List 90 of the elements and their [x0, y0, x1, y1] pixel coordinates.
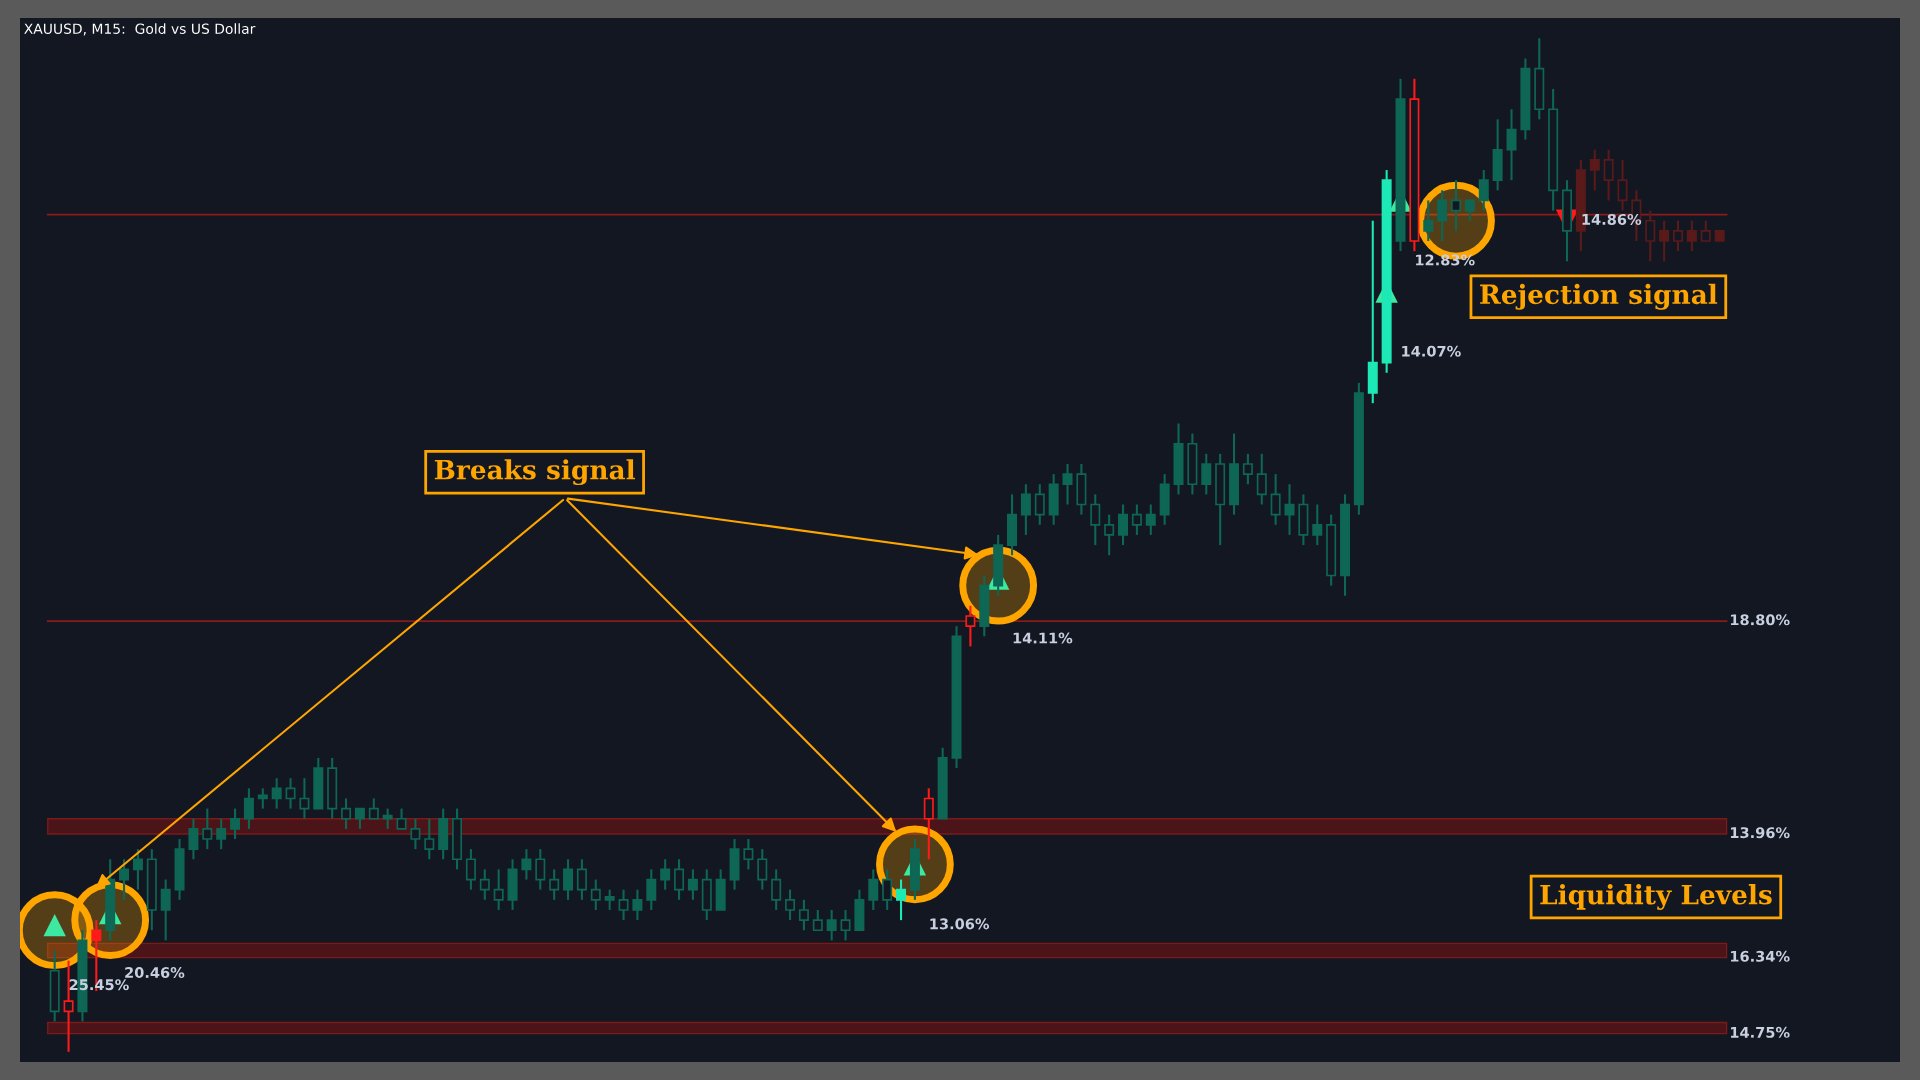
- candlestick: [382, 807, 393, 830]
- candlestick: [341, 797, 352, 830]
- candlestick: [1062, 462, 1073, 506]
- chart-title: XAUUSD, M15: Gold vs US Dollar: [24, 23, 256, 36]
- candlestick: [1589, 148, 1600, 192]
- candlestick: [1312, 503, 1323, 547]
- candlestick: [521, 848, 532, 881]
- annotation: Rejection signal: [1480, 283, 1718, 310]
- candlestick: [1118, 503, 1129, 547]
- candlestick: [757, 848, 768, 891]
- annotation: 14.86%: [1582, 213, 1642, 225]
- candlestick: [1645, 209, 1656, 263]
- candlestick: [882, 868, 893, 911]
- candlestick: [785, 888, 796, 922]
- candlestick: [160, 878, 171, 942]
- candlestick: [493, 868, 504, 911]
- candlestick: [1423, 199, 1434, 243]
- candlestick: [1478, 169, 1489, 212]
- candlestick: [1686, 219, 1697, 253]
- band-label: 13.96%: [1730, 827, 1790, 839]
- candlestick: [1284, 483, 1295, 536]
- candlestick: [646, 868, 657, 911]
- candlestick: [230, 807, 241, 841]
- candlestick: [743, 837, 754, 871]
- candlestick: [410, 817, 421, 851]
- candlestick: [479, 868, 490, 901]
- candlestick: [618, 888, 629, 922]
- candlestick: [1256, 452, 1267, 506]
- candlestick: [660, 858, 671, 891]
- annotation: 13.06%: [930, 918, 990, 930]
- candlestick: [1201, 452, 1212, 496]
- candlestick: [1617, 158, 1628, 212]
- candlestick: [687, 868, 698, 901]
- candlestick: [1270, 473, 1281, 526]
- candlestick: [923, 787, 934, 861]
- candlestick: [119, 858, 130, 901]
- candlestick: [257, 787, 268, 810]
- candlestick: [368, 797, 379, 820]
- candlestick: [1659, 219, 1670, 263]
- candlestick: [1700, 219, 1711, 243]
- annotation: 14.07%: [1402, 345, 1461, 357]
- candlestick: [771, 868, 782, 911]
- candlestick: [590, 878, 601, 911]
- candlestick: [271, 777, 282, 810]
- candlestick: [812, 908, 823, 932]
- band-label: 16.34%: [1730, 950, 1790, 962]
- candlestick: [1145, 503, 1156, 536]
- candlestick: [202, 807, 213, 851]
- annotation: 14.11%: [1013, 632, 1073, 644]
- annotation: Breaks signal: [434, 459, 636, 486]
- candlestick: [896, 878, 907, 922]
- candlestick: [216, 817, 227, 851]
- annotation: Liquidity Levels: [1540, 884, 1772, 911]
- candlestick: [826, 908, 837, 942]
- candlestick: [243, 787, 254, 830]
- candlestick: [396, 807, 407, 830]
- candlestick: [798, 898, 809, 932]
- candlestick: [1603, 148, 1614, 202]
- candlestick: [1131, 503, 1142, 536]
- candlestick: [1034, 483, 1045, 526]
- candlestick: [840, 908, 851, 942]
- candlestick: [674, 858, 685, 901]
- candlestick: [285, 777, 296, 810]
- candlestick: [1104, 513, 1115, 557]
- candlestick: [299, 777, 310, 820]
- candlestick: [424, 817, 435, 861]
- candlestick: [1464, 199, 1475, 222]
- candlestick: [563, 858, 574, 901]
- text: 18.80%: [1730, 614, 1790, 626]
- candlestick: [1020, 483, 1031, 536]
- candlestick: [1673, 219, 1684, 253]
- candlestick: [549, 868, 560, 901]
- candlestick: [632, 888, 643, 922]
- candlestick: [576, 858, 587, 901]
- candlestick: [1506, 108, 1517, 182]
- candlestick: [604, 888, 615, 911]
- annotation: 12.83%: [1416, 254, 1475, 266]
- candlestick: [354, 807, 365, 830]
- candlestick: [132, 848, 143, 891]
- band-label: 14.75%: [1730, 1026, 1790, 1038]
- candlestick: [188, 817, 199, 861]
- candlestick: [1437, 189, 1448, 243]
- candlestick: [1090, 493, 1101, 547]
- candlestick: [965, 604, 976, 648]
- candlestick: [1451, 179, 1462, 232]
- annotation: 20.46%: [125, 967, 185, 979]
- candlestick: [868, 868, 879, 911]
- candlestick: [535, 848, 546, 891]
- candlestick: [1242, 452, 1253, 486]
- candlestick: [465, 848, 476, 891]
